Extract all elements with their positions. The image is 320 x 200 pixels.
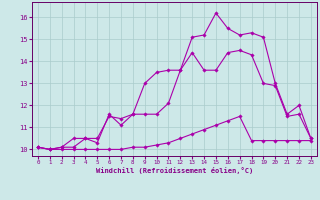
X-axis label: Windchill (Refroidissement éolien,°C): Windchill (Refroidissement éolien,°C) [96,167,253,174]
